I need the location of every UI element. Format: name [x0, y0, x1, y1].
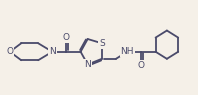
Text: O: O [63, 33, 70, 42]
Text: O: O [6, 47, 13, 56]
Text: NH: NH [121, 47, 134, 56]
Text: N: N [49, 47, 56, 56]
Text: S: S [99, 39, 105, 48]
Text: O: O [138, 61, 145, 70]
Text: N: N [84, 60, 91, 69]
